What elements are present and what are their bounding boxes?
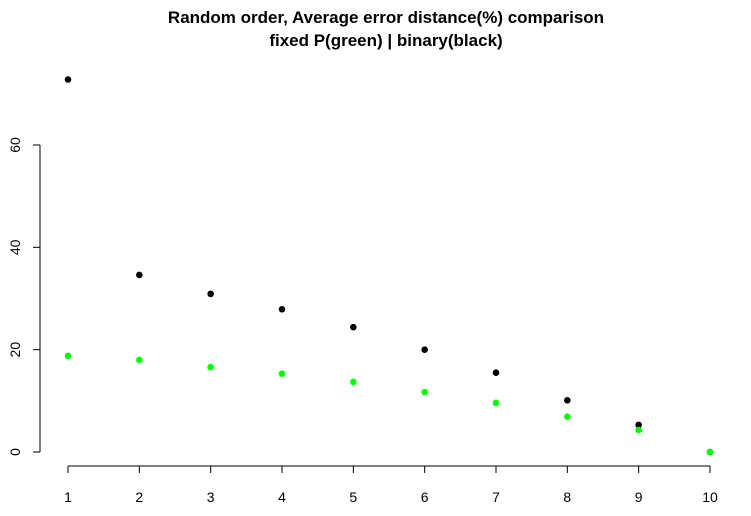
chart-title-line-2: fixed P(green) | binary(black)	[269, 31, 502, 50]
x-tick-label: 1	[64, 489, 72, 505]
data-point	[492, 399, 500, 407]
data-point	[421, 346, 428, 353]
x-tick-label: 3	[207, 489, 215, 505]
x-tick-label: 5	[349, 489, 357, 505]
data-point	[564, 397, 571, 404]
x-axis: 1 2 3 4 5 6 7 8 9 10	[64, 465, 718, 505]
data-points	[64, 76, 714, 456]
y-tick-label: 40	[7, 239, 23, 255]
data-point	[564, 413, 571, 420]
x-tick-label: 9	[635, 489, 643, 505]
data-point	[207, 363, 214, 371]
x-tick-label: 7	[492, 489, 500, 505]
data-point	[136, 271, 143, 279]
x-tick-label: 2	[135, 489, 143, 505]
data-point	[64, 352, 72, 360]
x-tick-label: 8	[563, 489, 571, 505]
y-axis: 0 20 40 60	[7, 137, 41, 456]
x-tick-label: 6	[421, 489, 429, 505]
data-point	[635, 421, 642, 429]
y-tick-label: 20	[7, 342, 23, 358]
data-point	[350, 378, 357, 386]
data-point	[64, 76, 72, 83]
chart-title-line-1: Random order, Average error distance(%) …	[168, 8, 604, 27]
data-point	[136, 356, 143, 364]
x-tick-label: 10	[702, 489, 718, 505]
data-point	[278, 370, 286, 378]
x-tick-label: 4	[278, 489, 286, 505]
data-point	[635, 426, 642, 434]
y-tick-label: 0	[7, 448, 23, 456]
y-tick-label: 60	[7, 137, 23, 153]
data-point	[492, 369, 500, 376]
data-point	[278, 305, 286, 313]
data-point	[421, 388, 428, 396]
data-point	[350, 323, 357, 331]
data-point	[207, 290, 214, 298]
data-point	[706, 448, 714, 456]
